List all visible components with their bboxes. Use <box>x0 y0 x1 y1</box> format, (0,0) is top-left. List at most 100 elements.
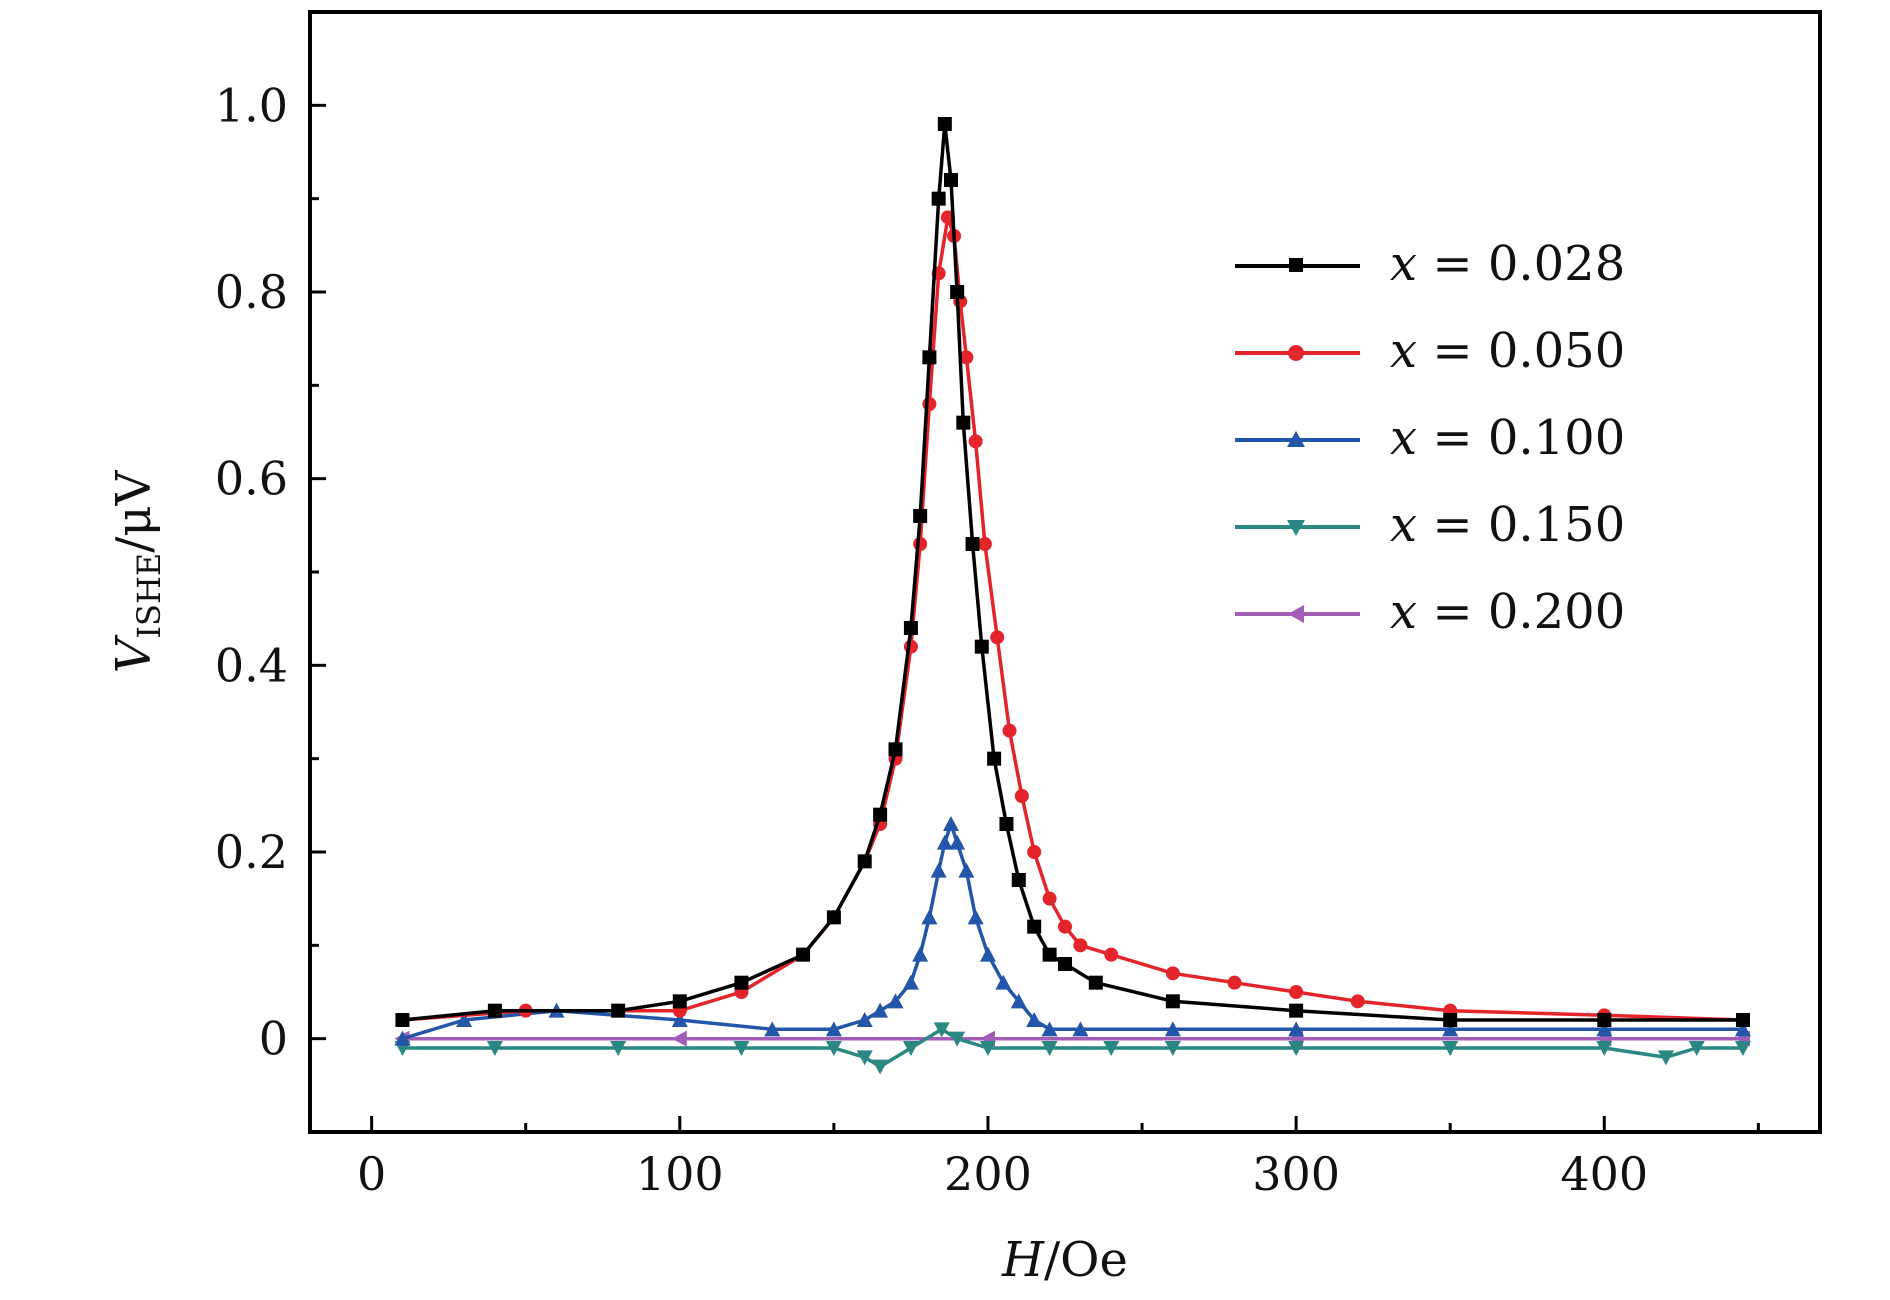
series-1 <box>395 117 1750 1027</box>
data-point <box>942 816 959 831</box>
x-tick-label: 100 <box>636 1147 724 1201</box>
data-point <box>956 415 971 430</box>
data-point <box>611 1003 626 1018</box>
legend-label-1: x = 0.028 <box>1390 236 1625 292</box>
data-point <box>1041 1021 1058 1037</box>
data-point <box>856 1012 873 1027</box>
data-point <box>950 285 965 299</box>
data-point <box>825 1041 842 1056</box>
y-tick-label: 0 <box>259 1012 288 1066</box>
data-point <box>949 834 966 850</box>
data-point <box>1734 1041 1751 1056</box>
legend-marker-2 <box>1288 345 1304 361</box>
data-point <box>936 834 953 850</box>
y-axis-title: VISHE/μV <box>106 469 168 673</box>
data-point <box>968 434 983 449</box>
data-point <box>1289 1003 1304 1018</box>
legend-marker-4 <box>1287 520 1305 536</box>
data-point <box>1058 957 1072 971</box>
data-point <box>1072 1021 1089 1037</box>
data-point <box>922 397 937 411</box>
data-point <box>888 742 903 757</box>
data-point <box>1735 1013 1750 1027</box>
data-point <box>977 537 992 551</box>
legend-marker-3 <box>1287 431 1305 447</box>
legend: x = 0.028 x = 0.050 x = 0.100 x = 0.150 … <box>1235 236 1625 640</box>
data-point <box>903 621 918 635</box>
data-point <box>487 1003 502 1018</box>
data-point <box>921 909 938 925</box>
data-point <box>671 1030 687 1047</box>
data-point <box>930 862 947 878</box>
data-point <box>937 117 952 131</box>
data-point <box>857 854 872 869</box>
data-point <box>1350 994 1365 1009</box>
data-point <box>1103 1041 1120 1056</box>
legend-label-5: x = 0.200 <box>1390 584 1625 640</box>
series-line <box>402 1027 1743 1069</box>
data-point <box>873 807 888 822</box>
series-layer <box>394 117 1751 1075</box>
data-point <box>995 974 1012 990</box>
data-point <box>987 751 1002 766</box>
data-point <box>872 1002 889 1018</box>
y-tick-label: 0.4 <box>215 638 288 692</box>
y-tick-label: 0.6 <box>215 452 288 506</box>
data-point <box>913 509 928 523</box>
data-point <box>1027 919 1042 934</box>
data-point <box>1165 994 1180 1009</box>
legend-entry-3: x = 0.100 <box>1235 410 1625 466</box>
data-point <box>979 946 996 962</box>
data-point <box>825 1021 842 1037</box>
data-point <box>1041 1041 1058 1056</box>
y-tick-label: 0.8 <box>215 265 288 319</box>
x-tick-label: 400 <box>1560 1147 1648 1201</box>
data-point <box>1164 1021 1181 1037</box>
data-point <box>1597 1013 1612 1027</box>
legend-entry-4: x = 0.150 <box>1235 497 1625 553</box>
data-point <box>1657 1050 1674 1066</box>
data-point <box>1002 723 1017 738</box>
data-point <box>1443 1013 1458 1027</box>
data-point <box>1026 1012 1043 1027</box>
y-tick-label: 1.0 <box>215 78 288 132</box>
data-point <box>764 1021 781 1037</box>
data-point <box>856 1050 873 1066</box>
data-point <box>959 350 974 365</box>
series-line <box>401 822 1743 1041</box>
data-point <box>1042 947 1057 962</box>
data-point <box>733 1041 750 1056</box>
x-axis-title: H/Oe <box>1001 1232 1128 1288</box>
data-point <box>1688 1041 1705 1056</box>
data-point <box>734 975 749 990</box>
data-point <box>943 173 958 187</box>
data-point <box>1734 1021 1751 1037</box>
data-point <box>1014 789 1029 803</box>
data-point <box>933 1022 950 1038</box>
legend-marker-5 <box>1288 605 1304 623</box>
axis-ticks: 0 100 200 300 400 0 0.2 0.4 0.6 0.8 1.0 <box>215 10 1760 1201</box>
legend-entry-1: x = 0.028 <box>1235 236 1625 292</box>
data-point <box>1442 1021 1459 1037</box>
data-point <box>887 993 904 1009</box>
data-point <box>902 974 919 990</box>
data-point <box>1288 1041 1305 1056</box>
legend-label-3: x = 0.100 <box>1390 410 1625 466</box>
data-point <box>610 1041 627 1056</box>
data-point <box>999 817 1014 831</box>
data-point <box>395 1013 410 1027</box>
data-point <box>1010 993 1027 1009</box>
series-5 <box>394 1030 1750 1047</box>
data-point <box>965 537 980 551</box>
data-point <box>1073 938 1088 953</box>
data-point <box>1596 1041 1613 1056</box>
data-point <box>394 1030 411 1046</box>
data-point <box>672 994 687 1009</box>
legend-entry-5: x = 0.200 <box>1235 584 1625 640</box>
data-point <box>1165 966 1180 981</box>
data-point <box>1027 845 1042 859</box>
x-tick-label: 300 <box>1252 1147 1340 1201</box>
data-point <box>456 1012 473 1027</box>
data-point <box>1596 1021 1613 1037</box>
